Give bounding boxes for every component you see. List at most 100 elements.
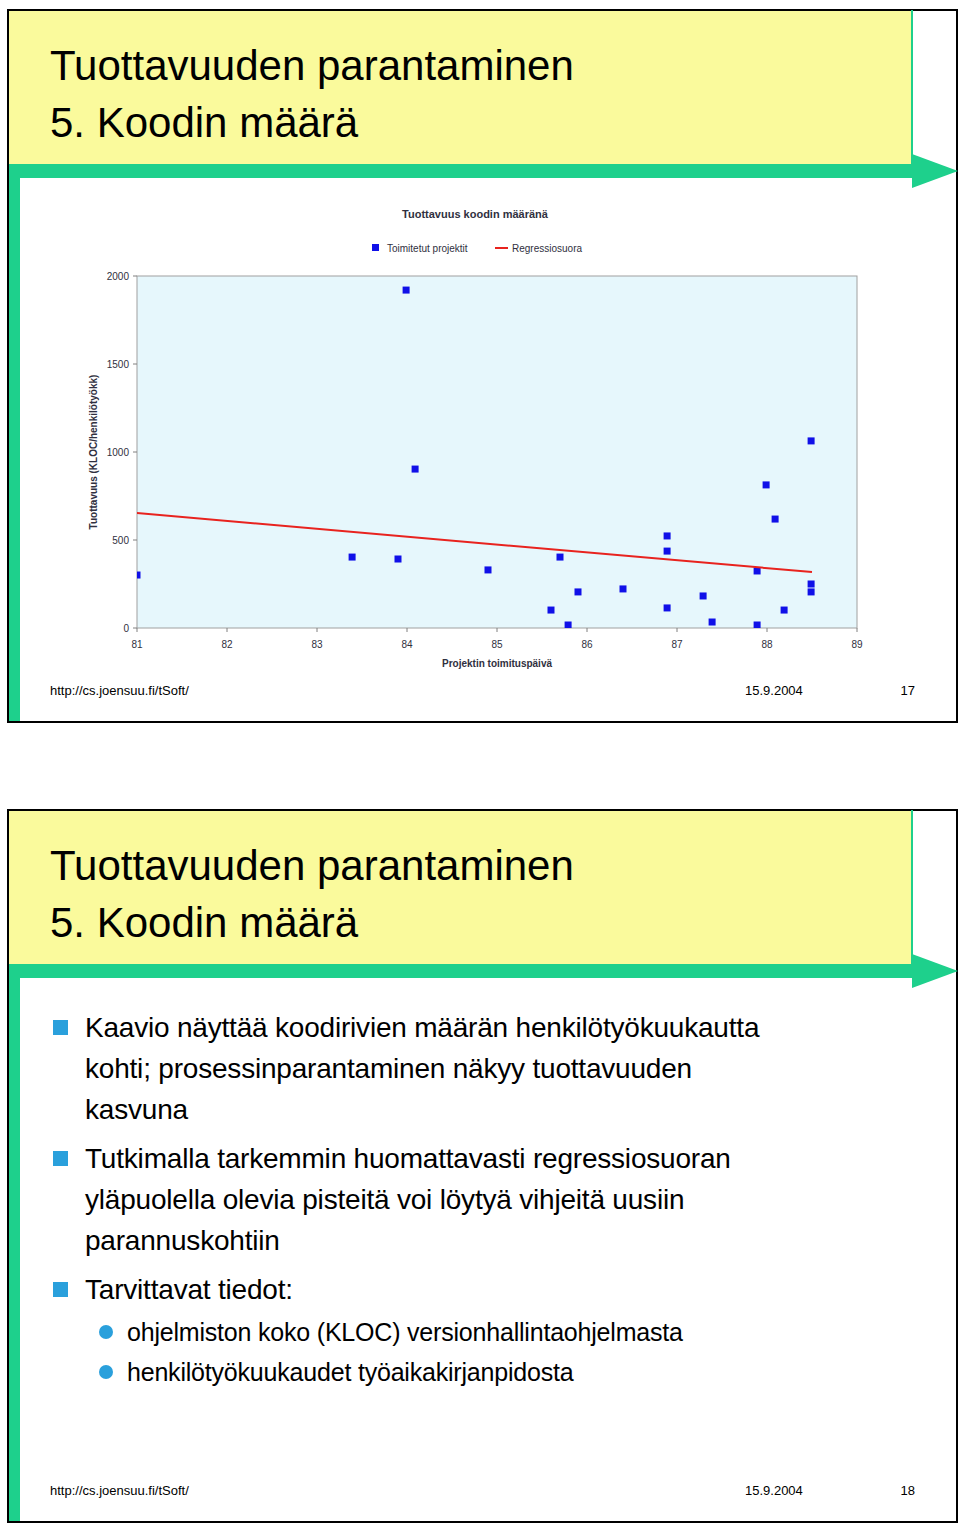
chart-background xyxy=(88,198,878,673)
y-tick xyxy=(133,276,137,277)
sub-bullet xyxy=(99,1365,113,1379)
data-point xyxy=(808,588,815,595)
data-point xyxy=(664,532,671,539)
legend-key xyxy=(495,247,508,249)
header-edge xyxy=(911,810,913,970)
data-point xyxy=(548,607,555,614)
header-band xyxy=(9,811,912,969)
x-tick-label: 82 xyxy=(221,639,233,650)
left-strip xyxy=(9,178,20,721)
page: Tuottavuuden parantaminen 5. Koodin määrä… xyxy=(0,0,960,1525)
y-tick-label: 0 xyxy=(123,623,129,634)
chart-title: Tuottavuus koodin määränä xyxy=(402,208,549,220)
bullet-square xyxy=(53,1151,68,1166)
data-point xyxy=(808,581,815,588)
left-strip xyxy=(9,978,20,1521)
data-point xyxy=(395,556,402,563)
bullet-text: yläpuolella olevia pisteitä voi löytyä v… xyxy=(85,1184,684,1215)
x-tick xyxy=(317,628,318,632)
x-tick xyxy=(587,628,588,632)
header-arrow xyxy=(912,154,958,188)
data-point xyxy=(709,619,716,626)
marks xyxy=(137,287,815,628)
header-bar xyxy=(9,164,915,178)
slide-frame xyxy=(8,810,957,1522)
x-tick-label: 83 xyxy=(311,639,323,650)
data-point xyxy=(412,466,419,473)
data-point xyxy=(137,572,141,579)
y-tick-label: 2000 xyxy=(107,271,130,282)
slide-title: 5. Koodin määrä xyxy=(50,899,359,946)
bullet-square xyxy=(53,1282,68,1297)
x-tick xyxy=(227,628,228,632)
legend-label: Regressiosuora xyxy=(512,243,582,254)
bullet-text: Tarvittavat tiedot: xyxy=(85,1274,293,1305)
footer-page: 18 xyxy=(901,1483,915,1498)
x-tick xyxy=(497,628,498,632)
x-axis-label: Projektin toimituspäivä xyxy=(442,658,552,669)
footer-date: 15.9.2004 xyxy=(745,683,803,698)
footer-url: http://cs.joensuu.fi/tSoft/ xyxy=(50,1483,189,1498)
x-tick xyxy=(677,628,678,632)
y-tick xyxy=(133,364,137,365)
data-point xyxy=(808,437,815,444)
data-point xyxy=(565,622,572,628)
footer-date: 15.9.2004 xyxy=(745,1483,803,1498)
x-tick xyxy=(857,628,858,632)
data-point xyxy=(772,516,779,523)
data-point xyxy=(781,607,788,614)
footer-url: http://cs.joensuu.fi/tSoft/ xyxy=(50,683,189,698)
regression-line xyxy=(137,513,812,572)
data-point xyxy=(754,567,761,574)
sub-bullet xyxy=(99,1325,113,1339)
x-tick xyxy=(137,628,138,632)
sub-bullet-text: ohjelmiston koko (KLOC) versionhallintao… xyxy=(127,1318,683,1346)
bullet-text: Kaavio näyttää koodirivien määrän henkil… xyxy=(85,1012,760,1043)
bullet-text: parannuskohtiin xyxy=(85,1225,280,1256)
slide-frame xyxy=(8,10,957,722)
x-tick-label: 89 xyxy=(851,639,863,650)
footer-page: 17 xyxy=(901,683,915,698)
data-point xyxy=(754,622,761,628)
y-tick-label: 1000 xyxy=(107,447,130,458)
bullet-text: kohti; prosessinparantaminen näkyy tuott… xyxy=(85,1053,692,1084)
data-point xyxy=(664,548,671,555)
bullet-text: Tutkimalla tarkemmin huomattavasti regre… xyxy=(85,1143,731,1174)
y-axis-label: Tuottavuus (KLOC/henkilötyökk) xyxy=(88,375,99,530)
y-tick-label: 1500 xyxy=(107,359,130,370)
header-arrow xyxy=(912,954,958,988)
header-bar xyxy=(9,964,915,978)
sub-bullet-text: henkilötyökuukaudet työaikakirjanpidosta xyxy=(127,1358,574,1386)
chart: Tuottavuus koodin määränä Toimitetut proj… xyxy=(88,198,878,673)
data-point xyxy=(557,554,564,561)
y-tick-label: 500 xyxy=(112,535,129,546)
bullet-text: kasvuna xyxy=(85,1094,189,1125)
x-tick xyxy=(767,628,768,632)
data-point xyxy=(763,481,770,488)
data-point xyxy=(700,592,707,599)
x-tick-label: 87 xyxy=(671,639,683,650)
x-tick-label: 81 xyxy=(131,639,143,650)
y-tick xyxy=(133,540,137,541)
legend-key xyxy=(372,244,379,251)
x-tick-label: 86 xyxy=(581,639,593,650)
data-point xyxy=(620,585,627,592)
bullet-square xyxy=(53,1020,68,1035)
slide: Tuottavuuden parantaminen 5. Koodin määrä… xyxy=(8,810,958,1522)
data-point xyxy=(664,604,671,611)
x-tick xyxy=(407,628,408,632)
plot-area xyxy=(137,276,857,628)
slide: Tuottavuuden parantaminen5. Koodin määrä… xyxy=(8,10,958,722)
data-point xyxy=(485,566,492,573)
x-tick-label: 85 xyxy=(491,639,503,650)
header-edge xyxy=(911,10,913,170)
y-tick xyxy=(133,628,137,629)
header-band xyxy=(9,11,912,169)
slide-title: Tuottavuuden parantaminen xyxy=(50,842,574,889)
data-point xyxy=(575,588,582,595)
data-point xyxy=(349,554,356,561)
x-tick-label: 84 xyxy=(401,639,413,650)
y-tick xyxy=(133,452,137,453)
x-tick-label: 88 xyxy=(761,639,773,650)
legend-label: Toimitetut projektit xyxy=(387,243,468,254)
